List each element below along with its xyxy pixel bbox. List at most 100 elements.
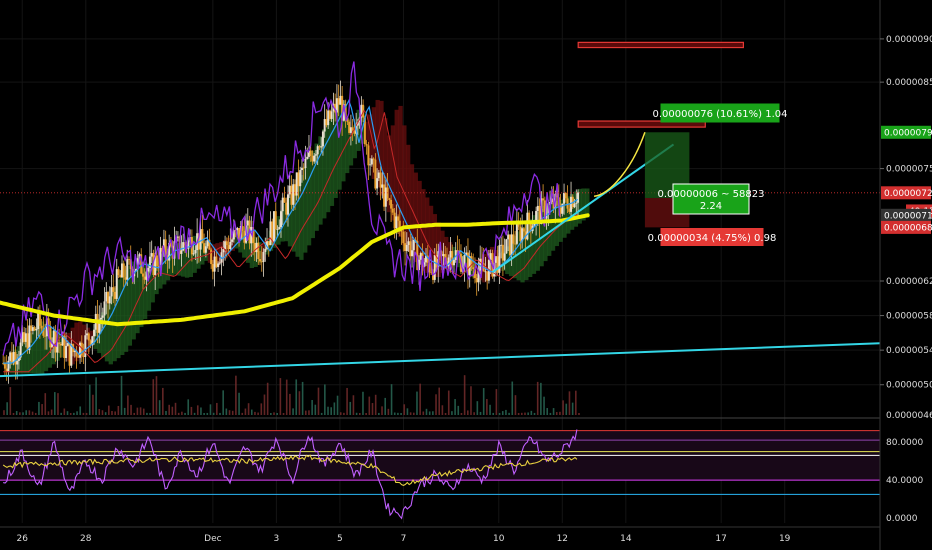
candle-body <box>44 335 47 337</box>
candle-body <box>465 252 468 256</box>
candle-body <box>17 357 20 361</box>
candle-body <box>515 223 518 244</box>
cloud-segment <box>93 324 98 349</box>
candle-body <box>180 250 183 254</box>
volume-bar <box>549 412 552 415</box>
candle-body <box>273 211 276 242</box>
candle-body <box>143 276 146 280</box>
cloud-segment <box>108 296 113 365</box>
candle-body <box>519 226 522 242</box>
volume-bar <box>381 406 383 415</box>
candle-body <box>533 223 536 226</box>
candle-body <box>124 277 127 280</box>
time-tick-label: 10 <box>493 534 505 544</box>
candle-body <box>259 259 262 262</box>
cloud-segment <box>20 342 26 374</box>
oscillator-pane <box>0 429 880 520</box>
cloud-segment <box>444 236 449 269</box>
time-axis: 26 28 Dec 3 5 7 10 12 14 17 19 <box>0 526 880 544</box>
volume-bar <box>177 412 180 415</box>
volume-bar <box>460 412 463 415</box>
cloud-segment <box>364 121 369 141</box>
candle-body <box>489 253 492 260</box>
volume-bar <box>76 411 78 415</box>
target-label-bg <box>660 103 780 123</box>
volume-bar <box>406 408 409 415</box>
candle-body <box>404 243 407 252</box>
volume-bar <box>263 394 266 415</box>
price-tag-bg <box>881 186 931 200</box>
cloud-segment <box>333 107 338 198</box>
cloud-segment <box>566 196 571 234</box>
candle-body <box>370 158 373 165</box>
candle-body <box>545 214 548 219</box>
cloud-segment <box>173 244 178 275</box>
volume-bar <box>60 412 62 415</box>
volume-bar <box>486 399 488 415</box>
candle-body <box>269 221 272 246</box>
cloud-segment <box>181 242 186 277</box>
time-tick-label: 28 <box>80 534 92 544</box>
volume-bar <box>257 412 259 415</box>
volume-bar <box>432 411 434 415</box>
cloud-segment <box>474 262 479 279</box>
oscillator-tick-label: 0.0000 <box>886 514 918 524</box>
volume-bar <box>136 407 139 415</box>
candle-body <box>278 227 281 230</box>
cloud-segment <box>40 321 45 374</box>
volume-bar <box>536 381 539 415</box>
volume-bar <box>108 405 110 415</box>
stop-label-bg <box>660 228 764 246</box>
volume-bar <box>505 409 507 415</box>
candle-body <box>349 127 352 133</box>
cloud-segment <box>188 237 194 278</box>
volume-bar <box>174 402 177 415</box>
candle-body <box>353 130 356 134</box>
volume-bar <box>25 410 28 415</box>
volume-bar <box>355 412 358 415</box>
candle-body <box>19 342 22 358</box>
candle-body <box>24 333 27 342</box>
resistance-zone <box>577 120 706 128</box>
candle-body <box>292 184 295 205</box>
indicator-lines <box>0 61 590 373</box>
volume-bar <box>219 412 221 415</box>
volume-bar <box>114 411 116 415</box>
candle-body <box>514 243 517 245</box>
candle-body <box>521 228 524 242</box>
candle-body <box>211 264 214 272</box>
candle-body <box>508 234 511 256</box>
volume-bar <box>317 387 320 415</box>
cloud-segment <box>543 205 548 262</box>
cloud-segment <box>425 197 430 273</box>
cloud-segment <box>390 125 396 221</box>
candle-body <box>330 111 333 119</box>
cloud-segment <box>569 193 575 230</box>
candle-body <box>362 104 365 118</box>
cloud-segment <box>394 109 399 229</box>
candle-body <box>115 269 118 299</box>
volume-bar <box>575 390 577 415</box>
candle-body <box>400 229 403 232</box>
volume-bar <box>467 410 469 415</box>
cloud-segment <box>520 227 525 283</box>
volume-bar <box>330 407 332 415</box>
cloud-segment <box>554 200 559 247</box>
price-tag-label: 0.00000792 <box>884 128 932 138</box>
volume-bar <box>393 412 396 415</box>
candle-body <box>452 259 455 266</box>
candle-body <box>542 198 545 201</box>
candle-body <box>402 231 405 244</box>
cloud-segment <box>329 114 335 206</box>
candle-body <box>496 256 499 273</box>
candle-body <box>309 150 312 156</box>
volume-bar <box>349 401 352 415</box>
volume-bar <box>346 387 348 415</box>
long-trendline <box>0 342 881 378</box>
cloud-segment <box>436 222 441 278</box>
cloud-segment <box>24 338 30 374</box>
candle-body <box>257 242 260 260</box>
